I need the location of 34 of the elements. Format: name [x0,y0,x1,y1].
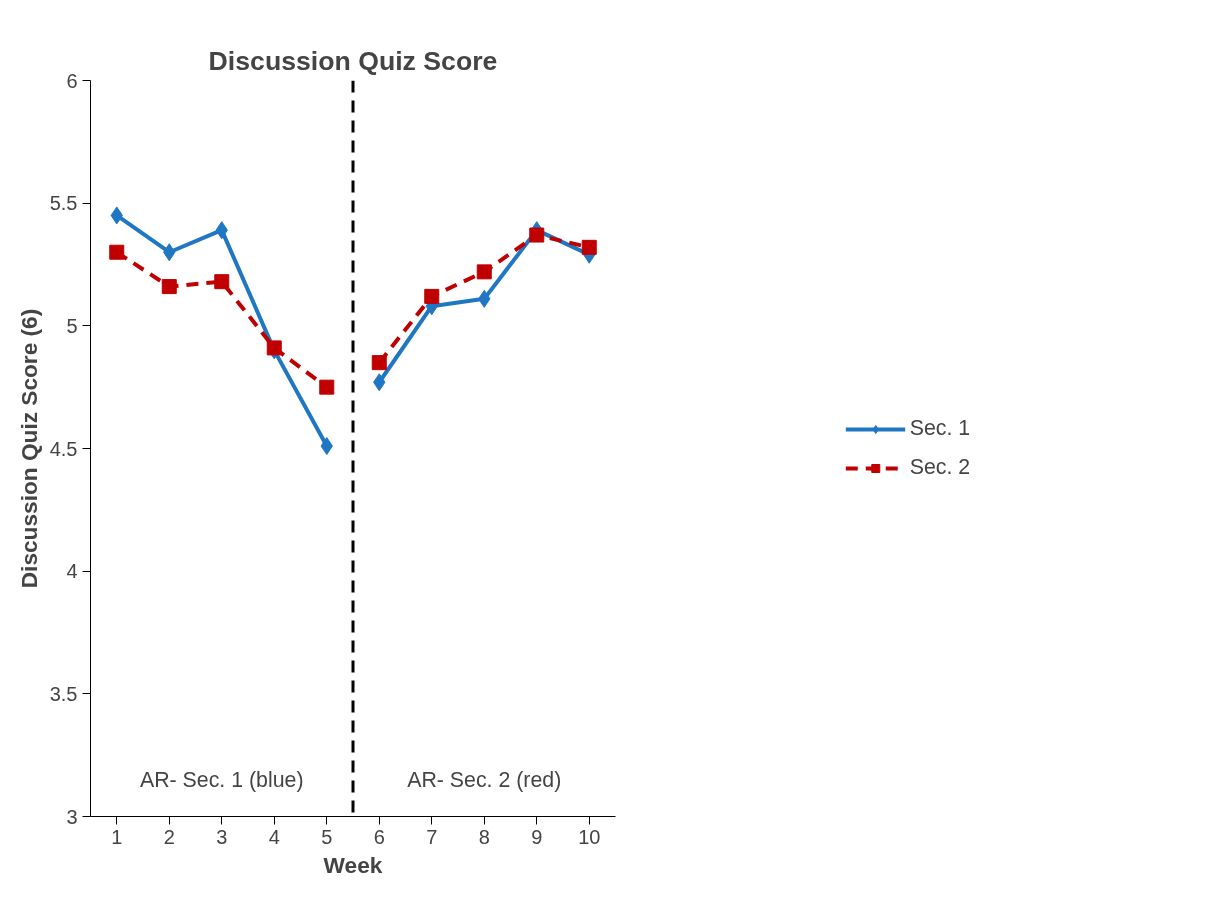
x-tick-label: 2 [163,825,175,848]
y-axis-title: Discussion Quiz Score (6) [15,308,42,589]
point [109,244,125,260]
y-tick-label: 3.5 [49,682,78,705]
y-tick-label: 6 [66,69,78,92]
x-tick-label: 1 [111,825,123,848]
legend-label: Sec. 2 [909,455,971,480]
y-tick-label: 4 [66,560,78,583]
point [266,340,282,356]
x-tick-label: 5 [321,825,333,848]
x-tick-label: 4 [268,825,280,848]
x-tick-label: 3 [216,825,228,848]
x-tick-label: 9 [531,825,543,848]
y-tick-label: 4.5 [49,437,78,460]
chart-title: Discussion Quiz Score [208,45,498,76]
point [214,274,230,290]
legend-label: Sec. 1 [909,416,971,441]
annotation: AR- Sec. 1 (blue) [139,767,304,792]
x-tick-label: 8 [478,825,490,848]
x-axis-title: Week [323,851,383,878]
x-tick-label: 10 [578,825,601,848]
point [319,379,335,395]
point [476,264,492,280]
x-tick-label: 7 [426,825,438,848]
point [529,227,545,243]
y-tick-label: 5.5 [49,192,78,215]
point [161,279,177,295]
point [581,239,597,255]
y-tick-label: 5 [66,314,78,337]
annotation: AR- Sec. 2 (red) [407,767,562,792]
x-tick-label: 6 [373,825,385,848]
point [371,355,387,371]
point [424,288,440,304]
y-tick-label: 3 [66,805,78,828]
